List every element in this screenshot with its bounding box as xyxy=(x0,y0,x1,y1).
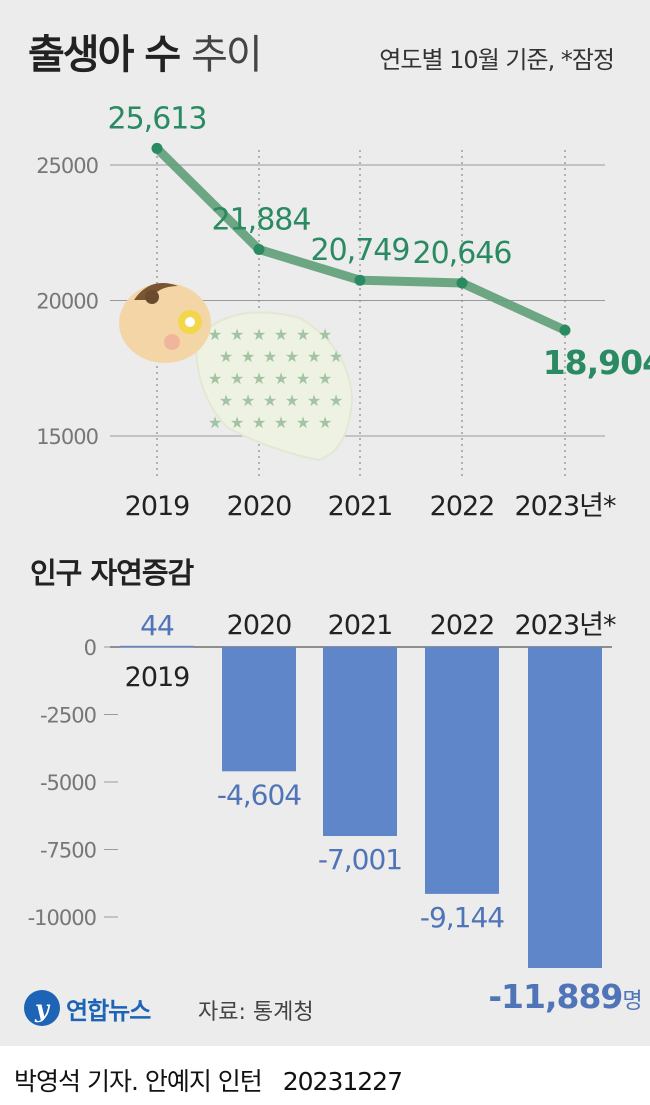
line-y-tick-label: 20000 xyxy=(36,290,98,314)
star-icon: ★ xyxy=(318,369,332,388)
star-icon: ★ xyxy=(219,347,233,366)
bar-chart-title: 인구 자연증감 xyxy=(30,556,194,590)
pacifier-center xyxy=(185,317,195,327)
line-x-tick-label: 2021 xyxy=(328,491,393,522)
yonhap-logo: y 연합뉴스 xyxy=(24,990,151,1026)
chart-note: 연도별 10월 기준, *잠정 xyxy=(379,46,615,74)
yonhap-logo-text: 연합뉴스 xyxy=(66,996,151,1025)
bar-x-tick-label: 2019 xyxy=(125,662,190,693)
star-icon: ★ xyxy=(296,325,310,344)
change-data-label: -9,144 xyxy=(420,901,504,934)
bar-x-tick-label: 2023년* xyxy=(514,610,616,641)
star-icon: ★ xyxy=(252,413,266,432)
line-x-tick-label: 2019 xyxy=(125,491,190,522)
star-icon: ★ xyxy=(296,369,310,388)
title-light: 추이 xyxy=(191,32,263,78)
birth-data-label: 20,749 xyxy=(311,233,410,268)
credit-bar xyxy=(0,1046,650,1105)
bar-y-tick-label: -7500 xyxy=(40,839,96,863)
baby-hair-curl xyxy=(145,290,159,304)
star-icon: ★ xyxy=(274,413,288,432)
star-icon: ★ xyxy=(285,391,299,410)
star-icon: ★ xyxy=(252,325,266,344)
yonhap-logo-mark: y xyxy=(24,990,60,1026)
star-icon: ★ xyxy=(230,325,244,344)
source-label: 자료: 통계청 xyxy=(198,1000,314,1025)
change-bar xyxy=(528,647,602,969)
birth-data-label: 25,613 xyxy=(108,101,207,136)
change-bar xyxy=(222,647,296,772)
swaddle-blanket xyxy=(194,311,354,462)
birth-point xyxy=(456,277,468,289)
line-x-tick-label: 2022 xyxy=(430,491,495,522)
credit-authors: 박영석 기자. 안예지 인턴 xyxy=(14,1067,263,1096)
change-data-label: -7,001 xyxy=(318,843,402,876)
change-bar xyxy=(323,647,397,837)
star-icon: ★ xyxy=(274,325,288,344)
line-y-tick-label: 15000 xyxy=(36,425,98,449)
baby-illustration: ★ ★ ★ ★ ★ ★ ★ ★ ★ ★ ★ ★ ★ ★ ★ ★ ★ ★ ★ ★ ★ ★ ★ ★ ★ ★ ★ ★ ★ ★ xyxy=(119,283,354,462)
credit-date: 20231227 xyxy=(282,1067,403,1096)
star-icon: ★ xyxy=(329,391,343,410)
birth-point xyxy=(559,324,571,336)
star-icon: ★ xyxy=(241,391,255,410)
star-icon: ★ xyxy=(230,413,244,432)
star-icon: ★ xyxy=(318,413,332,432)
star-icon: ★ xyxy=(318,325,332,344)
bar-y-tick-label: -10000 xyxy=(28,906,96,930)
star-icon: ★ xyxy=(263,391,277,410)
chart-title: 출생아 수 추이 xyxy=(28,22,263,80)
birth-data-label: 21,884 xyxy=(212,202,311,237)
baby-head xyxy=(119,283,211,363)
star-icon: ★ xyxy=(274,369,288,388)
star-icon: ★ xyxy=(208,325,222,344)
birth-point xyxy=(354,274,366,286)
birth-data-label: 20,646 xyxy=(413,236,512,271)
line-y-tick-label: 25000 xyxy=(36,154,98,178)
star-icon: ★ xyxy=(252,369,266,388)
change-data-label: -11,889명 xyxy=(488,977,641,1016)
baby-cheek xyxy=(164,334,180,350)
star-icon: ★ xyxy=(208,413,222,432)
bar-y-tick-label: -5000 xyxy=(40,771,96,795)
change-bar xyxy=(120,645,194,648)
star-icon: ★ xyxy=(307,347,321,366)
change-data-label: 44 xyxy=(140,609,174,642)
bar-y-tick-label: 0 xyxy=(84,636,96,660)
star-icon: ★ xyxy=(230,369,244,388)
line-x-tick-label: 2023년* xyxy=(514,491,616,522)
change-bar xyxy=(425,647,499,894)
star-icon: ★ xyxy=(219,391,233,410)
star-icon: ★ xyxy=(241,347,255,366)
star-icon: ★ xyxy=(307,391,321,410)
star-icon: ★ xyxy=(329,347,343,366)
star-icon: ★ xyxy=(296,413,310,432)
star-icon: ★ xyxy=(285,347,299,366)
birth-point xyxy=(253,243,265,255)
credit-line: 박영석 기자. 안예지 인턴 20231227 xyxy=(14,1062,403,1098)
birth-data-label: 18,904명 xyxy=(543,343,650,382)
bar-y-tick-label: -2500 xyxy=(40,704,96,728)
title-bold: 출생아 수 xyxy=(28,32,181,78)
birth-point xyxy=(151,142,163,154)
change-data-label: -4,604 xyxy=(217,778,301,811)
bar-x-tick-label: 2020 xyxy=(227,610,292,641)
bar-x-tick-label: 2021 xyxy=(328,610,393,641)
bar-x-tick-label: 2022 xyxy=(430,610,495,641)
change-unit-label: 명 xyxy=(622,989,641,1014)
star-icon: ★ xyxy=(263,347,277,366)
line-x-tick-label: 2020 xyxy=(227,491,292,522)
star-icon: ★ xyxy=(208,369,222,388)
